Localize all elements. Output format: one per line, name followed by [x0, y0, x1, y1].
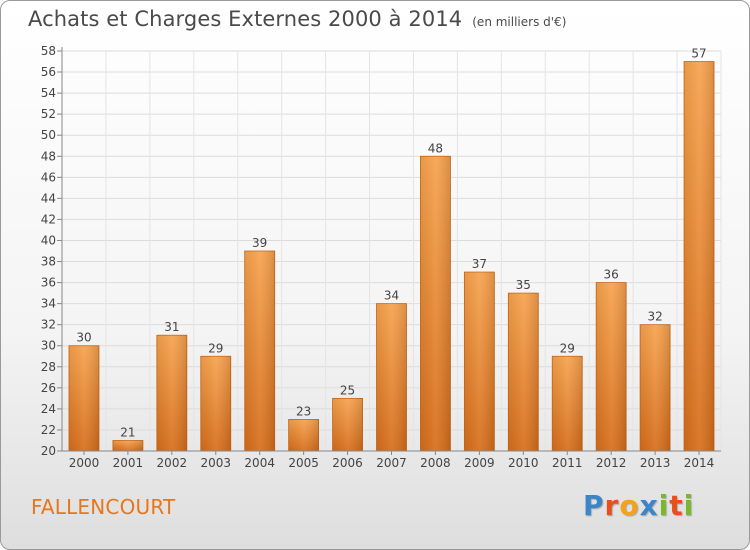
bar-shade — [420, 156, 451, 451]
y-tick-label: 54 — [41, 86, 56, 100]
data-label: 32 — [647, 310, 662, 324]
bar-shade — [288, 419, 319, 451]
bar-shade — [508, 293, 539, 451]
data-label: 30 — [76, 331, 91, 345]
y-tick-label: 48 — [41, 149, 56, 163]
bar-shade — [376, 303, 407, 451]
bar-shade — [640, 324, 671, 451]
commune-name: FALLENCOURT — [31, 495, 176, 519]
data-label: 29 — [560, 341, 575, 355]
x-tick-label: 2010 — [508, 456, 539, 470]
y-tick-label: 22 — [41, 423, 56, 437]
x-tick-label: 2011 — [552, 456, 583, 470]
bars: 30 21 31 29 39 23 25 34 48 37 35 29 36 32 57 — [68, 47, 715, 452]
y-tick-label: 42 — [41, 212, 56, 226]
x-tick-label: 2012 — [596, 456, 627, 470]
data-label: 25 — [340, 383, 355, 397]
proxiti-logo: Proxiti — [583, 489, 695, 522]
data-label: 39 — [252, 236, 267, 250]
y-tick-label: 58 — [41, 44, 56, 58]
y-tick-label: 40 — [41, 233, 56, 247]
x-tick-label: 2002 — [157, 456, 188, 470]
x-axis: 2000 2001 2002 2003 2004 2005 2006 2007 2008 2009… — [62, 450, 721, 470]
x-tick-label: 2013 — [640, 456, 671, 470]
x-tick-label: 2001 — [113, 456, 144, 470]
data-label: 34 — [384, 289, 399, 303]
x-tick-label: 2006 — [332, 456, 363, 470]
y-tick-label: 20 — [41, 444, 56, 458]
y-tick-label: 34 — [41, 297, 56, 311]
data-label: 48 — [428, 141, 443, 155]
data-label: 31 — [164, 320, 179, 334]
bar-shade — [68, 345, 99, 451]
y-tick-label: 46 — [41, 170, 56, 184]
chart-unit: (en milliers d'€) — [472, 15, 567, 29]
x-tick-label: 2007 — [376, 456, 407, 470]
data-label: 36 — [604, 268, 619, 282]
data-label: 21 — [120, 425, 135, 439]
y-tick-label: 32 — [41, 318, 56, 332]
bar-shade — [244, 251, 275, 451]
y-tick-label: 56 — [41, 65, 56, 79]
x-tick-label: 2009 — [464, 456, 495, 470]
y-tick-label: 44 — [41, 191, 56, 205]
bar-shade — [596, 282, 627, 451]
x-tick-label: 2000 — [69, 456, 100, 470]
y-tick-label: 50 — [41, 128, 56, 142]
y-tick-label: 26 — [41, 381, 56, 395]
data-label: 29 — [208, 341, 223, 355]
bar-shade — [156, 335, 187, 451]
bar-shade — [112, 440, 143, 451]
y-tick-label: 28 — [41, 360, 56, 374]
bar-shade — [332, 398, 363, 451]
data-label: 37 — [472, 257, 487, 271]
y-tick-label: 36 — [41, 276, 56, 290]
chart-title: Achats et Charges Externes 2000 à 2014 (e… — [28, 7, 566, 31]
data-label: 35 — [516, 278, 531, 292]
y-tick-label: 30 — [41, 339, 56, 353]
bar-shade — [464, 272, 495, 451]
data-label: 23 — [296, 404, 311, 418]
y-axis: 20 22 24 26 28 30 32 34 36 38 40 42 44 46 48 50 52 54 56 58 — [41, 44, 63, 458]
y-tick-label: 52 — [41, 107, 56, 121]
chart-title-text: Achats et Charges Externes 2000 à 2014 — [28, 7, 463, 31]
y-tick-label: 38 — [41, 255, 56, 269]
x-tick-label: 2014 — [684, 456, 715, 470]
y-tick-label: 24 — [41, 402, 56, 416]
x-tick-label: 2005 — [288, 456, 319, 470]
x-tick-label: 2004 — [244, 456, 275, 470]
data-label: 57 — [691, 47, 706, 61]
bar-shade — [552, 356, 583, 451]
bar-shade — [684, 61, 715, 452]
x-tick-label: 2008 — [420, 456, 451, 470]
x-tick-label: 2003 — [200, 456, 231, 470]
bar-shade — [200, 356, 231, 451]
